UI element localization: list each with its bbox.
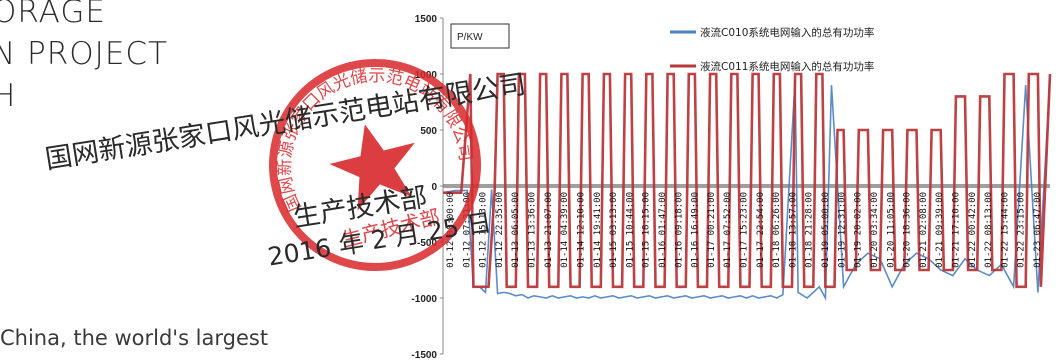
x-tick-label: 01-12 22:35:00 [495,192,505,268]
x-tick-label: 01-16 01:47:00 [658,192,668,268]
x-tick-label: 01-21 02:08:00 [919,192,929,268]
unit-label-box [450,23,510,49]
x-tick-label: 01-21 09:39:00 [935,192,945,268]
body-text-snippet: China, the world's largest [0,326,269,350]
series-line-1 [442,79,1051,301]
x-tick-label: 01-18 13:57:00 [788,192,798,268]
seal-star-icon [329,124,415,211]
legend-label-2: 液流C011系统电网输入的总有功功率 [700,60,874,73]
x-tick-label: 01-22 08:13:00 [984,192,994,268]
x-tick-label: 01-14 19:41:00 [593,192,603,268]
x-tick-label: 01-20 03:34:00 [870,192,880,268]
y-tick-label: -1500 [411,350,437,360]
x-tick-label: 01-17 00:21:00 [707,192,717,268]
x-tick-label: 01-19 05:00:00 [821,192,831,268]
x-tick-label: 01-12 15:13:00 [479,192,489,268]
x-tick-label: 01-17 22:54:00 [756,192,766,268]
x-tick-label: 01-15 03:13:00 [609,192,619,268]
series-line-2 [443,72,1052,289]
y-tick-label: 500 [420,126,437,137]
x-tick-label: 01-16 09:18:00 [674,192,684,268]
x-tick-label: 01-20 18:36:00 [903,192,913,268]
x-tick-label: 01-14 04:39:00 [560,192,570,268]
x-tick-label: 01-13 21:07:00 [544,192,554,268]
heading-line-1: ORAGE [0,0,106,30]
x-tick-label: 01-15 18:15:00 [642,192,652,268]
x-tick-label: 01-23 06:47:00 [1033,192,1043,268]
x-tick-label: 01-12 07:31:00 [462,192,472,268]
x-tick-label: 01-17 15:23:00 [740,192,750,268]
x-tick-label: 01-19 20:02:00 [854,192,864,268]
unit-label: P/KW [457,32,483,43]
y-tick-label: 0 [431,182,437,193]
x-tick-label: 01-16 16:49:00 [691,192,701,268]
x-tick-label: 01-13 13:36:00 [528,192,538,268]
x-tick-label: 01-22 00:42:00 [968,192,978,268]
x-tick-label: 01-21 17:10:00 [951,192,961,268]
x-tick-label: 01-22 15:44:00 [1000,192,1010,268]
x-tick-label: 01-20 11:05:00 [886,192,896,268]
x-tick-label: 01-18 06:26:00 [772,192,782,268]
page-heading: ORAGE N PROJECT H [0,0,380,140]
x-tick-label: 01-19 12:31:00 [837,192,847,268]
y-tick-label: -500 [417,238,437,249]
y-tick-label: -1000 [411,294,437,305]
legend-label-1: 液流C010系统电网输入的总有功功率 [700,26,874,39]
heading-line-3: H [0,78,17,114]
x-tick-label: 01-22 23:15:00 [1017,192,1027,268]
heading-line-2: N PROJECT [0,36,168,72]
x-tick-label: 01-18 21:28:00 [805,192,815,268]
x-tick-label: 01-13 06:05:00 [511,192,521,268]
y-tick-label: 1500 [415,14,438,25]
x-tick-label: 01-17 07:52:00 [723,192,733,268]
x-tick-label: 01-14 12:10:00 [576,192,586,268]
x-tick-label: 01-15 10:44:00 [625,192,635,268]
